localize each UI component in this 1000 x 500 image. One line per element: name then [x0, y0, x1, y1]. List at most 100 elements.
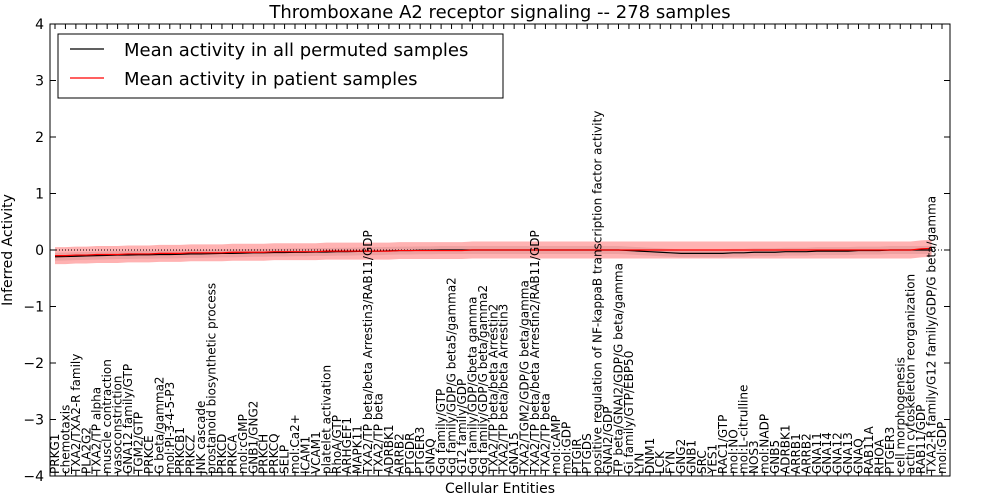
x-tick-label: GNA15 [507, 432, 521, 474]
x-tick-label: Gq family/GTP [434, 389, 448, 474]
x-tick-label: cell morphogenesis [893, 357, 907, 474]
x-tick-label: TXA2/TP beta/beta Arrestin3/RAB11/GDP [361, 230, 375, 475]
x-tick-label: mol:Ca2+ [288, 414, 302, 474]
x-tick-label: NOS3 [747, 440, 761, 474]
x-tick-label: PRKCZ [184, 435, 198, 474]
x-tick-label: ADRBK1 [382, 424, 396, 474]
x-tick-label: PTGDR [403, 433, 417, 474]
x-axis-label: Cellular Entities [445, 481, 555, 497]
x-tick-label: platelet activation [319, 365, 333, 474]
x-tick-label: Gq family/GDP/Gbeta gamma [465, 296, 479, 474]
x-tick-label: TXA2/TP beta/beta Arrestin2/RAB11/GDP [528, 230, 542, 475]
x-tick-label: mol:L-citrulline [737, 385, 751, 474]
chart-title: Thromboxane A2 receptor signaling -- 278… [268, 2, 730, 23]
x-tick-label: vasoconstriction [111, 376, 125, 474]
x-tick-label: GNAI2/GDP [601, 407, 615, 474]
x-tick-label: TXA2/TP alpha [90, 387, 104, 475]
x-tick-label: mol:GDP [935, 422, 949, 474]
x-tick-label: mol:PI-3-4-5-P3 [163, 382, 177, 474]
x-tick-label: Gq family/GDP/G beta5/gamma2 [445, 277, 459, 474]
x-tick-label: SRC [695, 450, 709, 474]
x-tick-label: PTGIR [570, 438, 584, 474]
y-tick-label: −3 [23, 413, 44, 429]
x-tick-label: Gi family/GTP/EBP50 [622, 351, 636, 474]
x-tick-label: RhoA/GTP [330, 415, 344, 474]
patient-mean-line [55, 247, 932, 257]
x-tick-label: DNM1 [643, 438, 657, 474]
x-tick-label: Gq family/GDP/G beta/gamma2 [476, 285, 490, 474]
x-tick-label: PLA2G2 [79, 427, 93, 474]
series-lines [54, 247, 932, 258]
x-tick-label: MAPK11 [351, 425, 365, 474]
x-tick-label: GNA13 [841, 432, 855, 474]
x-tick-label: VCAM1 [309, 431, 323, 474]
x-tick-label: PTGDS [580, 433, 594, 474]
x-tick-label: RHOA [872, 438, 886, 474]
x-tick-label: ADRBK1 [778, 424, 792, 474]
x-tick-label: GNA12 family/GTP [121, 364, 135, 474]
x-tick-label: PRKCD [215, 434, 229, 474]
x-tick-label: mol:GDP [559, 422, 573, 474]
x-tick-label: PRKCQ [267, 433, 281, 474]
x-tick-label: TXA2/TP beta/beta Arrestin3 [497, 304, 511, 475]
x-tick-label: YES1 [705, 444, 719, 475]
x-tick-label: RAC1/GTP [716, 415, 730, 474]
x-tick-label: TP beta/GNAI2/GDP/G beta/gamma [612, 263, 626, 475]
x-tick-label: TXA2/TP beta [538, 393, 552, 475]
x-tick-label: GNAQ [852, 438, 866, 474]
x-tick-label: mol:cAMP [549, 415, 563, 474]
x-tick-label: PRKG1 [48, 434, 62, 474]
x-tick-label: TXA2/TP beta/beta Arrestin2 [486, 304, 500, 475]
x-tick-label: GNG2 [674, 439, 688, 474]
x-tick-label: ARRB2 [392, 433, 406, 474]
x-tick-label: GNB5 [768, 440, 782, 474]
x-tick-label: mol:cGMP [236, 414, 250, 474]
x-axis [54, 24, 943, 476]
x-tick-label: GNA12 [831, 432, 845, 474]
x-tick-label: positive regulation of NF-kappaB transcr… [591, 111, 605, 474]
x-tick-label: RAB11/GDP [914, 405, 928, 474]
x-tick-label: GNA14 [820, 432, 834, 474]
x-tick-label: PTGER3 [413, 427, 427, 474]
x-tick-label: TXA2/TP beta [371, 393, 385, 475]
x-tick-label: mol:NADP [758, 414, 772, 474]
x-tick-label: TXA2/TXA2-R family [69, 354, 83, 475]
y-tick-label: 3 [35, 74, 44, 90]
y-tick-label: −1 [23, 300, 44, 316]
x-tick-label: TGM2/GTP [131, 412, 145, 475]
x-tick-label: muscle contraction [100, 359, 114, 474]
legend-box [57, 33, 504, 99]
y-tick-label: 4 [35, 17, 44, 33]
x-tick-label: FYN [664, 451, 678, 474]
x-tick-label: JNK cascade [194, 401, 208, 475]
y-tick-label: 2 [35, 130, 44, 146]
x-tick-label: mol:NO [726, 429, 740, 474]
x-tick-label: PTGER3 [883, 427, 897, 474]
x-tick-label: ICAM1 [298, 436, 312, 474]
x-tick-label: PRKCA [225, 434, 239, 474]
legend-label-permuted: Mean activity in all permuted samples [124, 40, 468, 61]
x-tick-label: LYN [632, 453, 646, 474]
y-tick-label: 0 [35, 243, 44, 259]
legend-label-patient: Mean activity in patient samples [124, 69, 418, 90]
x-tick-label: actin cytoskeleton reorganization [904, 274, 918, 474]
legend: Mean activity in all permuted samples Me… [57, 33, 504, 99]
x-tick-label: GNA11 [810, 432, 824, 474]
x-tick-label: prostanoid biosynthetic process [205, 283, 219, 474]
x-tick-label: ARRB1 [789, 433, 803, 474]
x-tick-label: ARRB2 [799, 433, 813, 474]
x-tick-label: TXA2-R family/G12 family/GDP/G beta/gamm… [925, 196, 939, 475]
x-tick-label: G12 family/GDP [455, 379, 469, 474]
x-tick-label: PRKCH [257, 434, 271, 474]
x-tick-label: G beta/gamma2 [152, 376, 166, 474]
y-tick-label: −2 [23, 356, 44, 372]
x-tick-label: ARHGEF1 [340, 417, 354, 474]
x-tick-label: chemotaxis [58, 405, 72, 474]
x-tick-label: SELP [278, 445, 292, 474]
x-tick-label: PRKCE [142, 435, 156, 474]
y-axis-label: Inferred Activity [0, 194, 16, 306]
x-tick-label: GNAQ [424, 438, 438, 474]
x-tick-label: PRKCB1 [173, 427, 187, 474]
